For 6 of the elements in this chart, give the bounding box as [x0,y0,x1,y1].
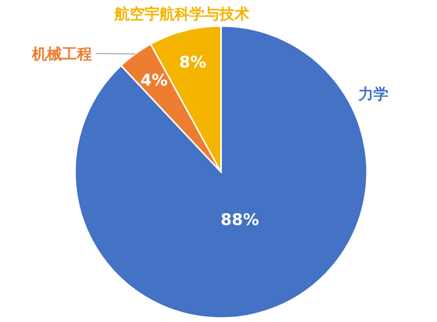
slice-label: 力学 [357,85,388,104]
data-label: 88% [220,210,259,230]
slice-label: 机械工程 [30,44,92,63]
data-label: 4% [140,70,168,90]
slice-label: 航空宇航科学与技术 [114,5,250,24]
data-label: 8% [179,52,206,72]
